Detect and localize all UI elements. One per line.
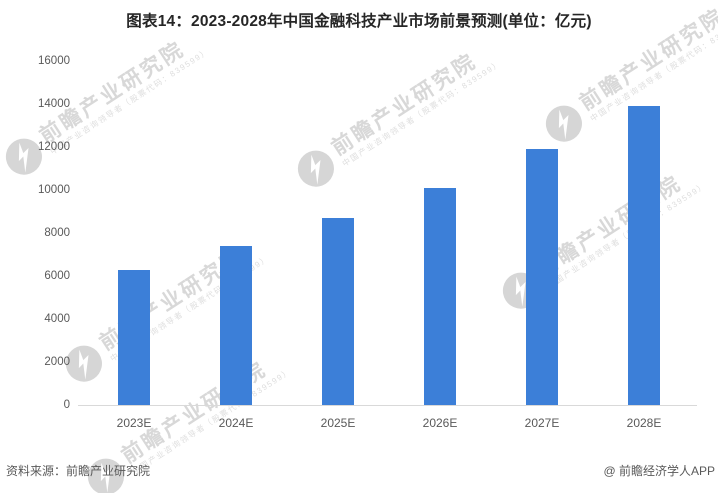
x-axis-tick-label: 2024E — [218, 416, 254, 430]
y-axis-tick-label: 10000 — [38, 184, 70, 196]
source-text: 资料来源：前瞻产业研究院 — [6, 464, 151, 478]
x-axis-line — [78, 405, 697, 406]
x-axis-tick-label: 2028E — [626, 416, 662, 430]
x-axis-tick-label: 2027E — [524, 416, 560, 430]
bar-2024E — [220, 245, 252, 405]
x-axis-tick-label: 2026E — [422, 416, 458, 430]
y-axis-tick-label: 12000 — [38, 141, 70, 153]
y-axis-tick-label: 4000 — [44, 313, 70, 325]
bar-2027E — [526, 149, 558, 405]
y-axis-tick-label: 6000 — [44, 270, 70, 282]
chart-title: 图表14：2023-2028年中国金融科技产业市场前景预测(单位：亿元) — [126, 13, 592, 30]
x-axis-tick-label: 2025E — [320, 416, 356, 430]
bar-2025E — [322, 217, 354, 405]
bar-2026E — [424, 187, 456, 405]
y-axis-tick-label: 2000 — [44, 356, 70, 368]
x-axis-tick-label: 2023E — [116, 416, 152, 430]
y-axis-tick-label: 14000 — [38, 98, 70, 110]
y-axis-tick-label: 16000 — [38, 55, 70, 67]
y-axis-tick-label: 8000 — [44, 227, 70, 239]
bar-2023E — [118, 269, 150, 405]
bar-2028E — [628, 106, 660, 405]
credit-text: @ 前瞻经济学人APP — [603, 464, 715, 478]
y-axis-tick-label: 0 — [63, 399, 70, 411]
